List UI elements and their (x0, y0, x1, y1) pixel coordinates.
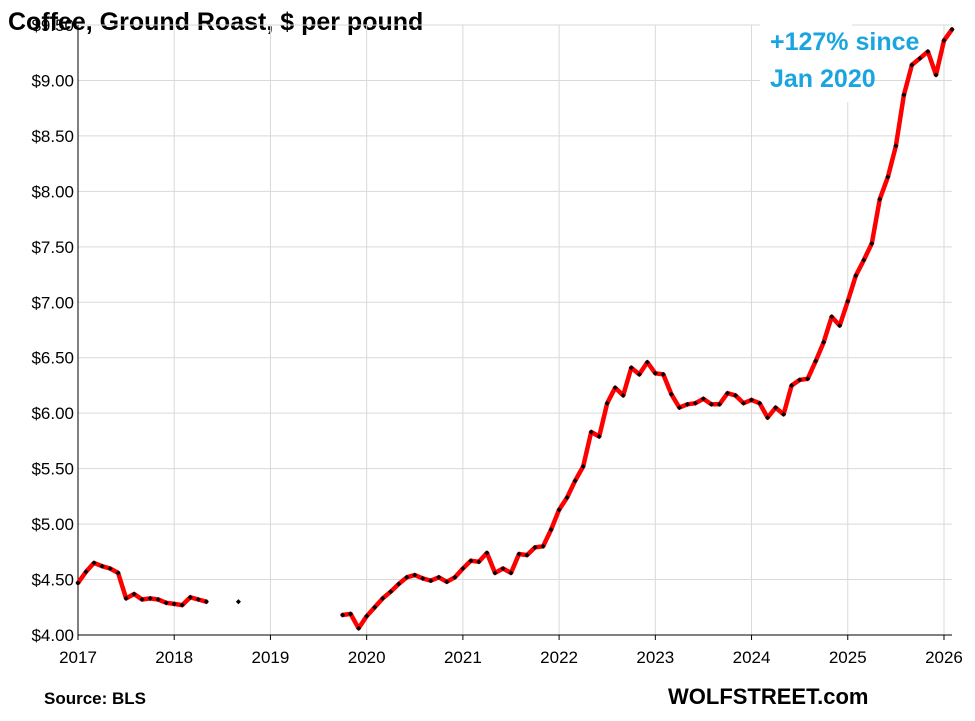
data-point (364, 613, 370, 619)
y-tick-label: $8.00 (31, 182, 74, 201)
data-point (548, 527, 554, 533)
data-point (356, 625, 362, 631)
y-axis-ticks: $4.00 $4.50 $5.00 $5.50 $6.00 $6.50 $7.00 $7.50… (31, 16, 79, 645)
data-point (716, 401, 723, 407)
data-point (372, 604, 378, 610)
data-point (420, 575, 426, 581)
annotation-line-2: Jan 2020 (770, 65, 876, 93)
x-tick-label: 2019 (252, 648, 290, 667)
y-tick-label: $9.50 (31, 16, 74, 35)
annotation-line-1: +127% since (770, 28, 920, 56)
data-point (115, 570, 121, 576)
data-point (564, 494, 570, 501)
annotation-background (760, 20, 852, 102)
x-tick-label: 2018 (155, 648, 193, 667)
data-point (781, 411, 787, 417)
x-tick-label: 2022 (540, 648, 578, 667)
data-point (797, 377, 803, 383)
x-tick-label: 2026 (925, 648, 963, 667)
brand-label: WOLFSTREET.com (668, 684, 868, 709)
data-series (75, 26, 955, 631)
data-point (524, 552, 530, 558)
data-point (676, 405, 682, 411)
data-point (572, 478, 578, 484)
data-point (516, 551, 522, 557)
data-point (748, 397, 755, 403)
data-point (484, 550, 490, 556)
data-point (580, 463, 586, 469)
data-point (620, 392, 626, 398)
x-tick-label: 2017 (59, 648, 97, 667)
data-point (123, 595, 129, 601)
chart-title: Coffee, Ground Roast, $ per pound (8, 8, 423, 36)
x-tick-label: 2024 (733, 648, 771, 667)
y-tick-label: $6.50 (31, 349, 74, 368)
data-point (805, 376, 811, 382)
y-tick-label: $9.00 (31, 71, 74, 90)
y-tick-label: $7.00 (31, 293, 74, 312)
data-point (660, 371, 666, 377)
data-point (692, 400, 698, 406)
annotation-box: +127% since Jan 2020 (760, 20, 920, 102)
data-point (492, 570, 498, 576)
y-tick-label: $5.50 (31, 460, 74, 479)
data-point (789, 382, 795, 389)
data-point (540, 543, 546, 549)
data-point (652, 370, 658, 376)
x-axis-ticks: 2017 2018 2019 2020 2021 2022 2023 2024 2025 2026 (59, 634, 963, 667)
x-tick-label: 2025 (829, 648, 867, 667)
data-point (340, 612, 346, 618)
y-tick-label: $5.00 (31, 515, 74, 534)
data-point (508, 570, 514, 576)
x-tick-label: 2020 (348, 648, 386, 667)
source-label: Source: BLS (44, 689, 146, 708)
data-point (396, 581, 402, 587)
data-point (732, 392, 739, 398)
data-point (596, 433, 602, 440)
data-point (588, 429, 594, 435)
y-tick-label: $7.50 (31, 238, 74, 257)
data-point (388, 589, 394, 595)
x-tick-label: 2021 (444, 648, 482, 667)
y-tick-label: $4.00 (31, 626, 74, 645)
x-tick-label: 2023 (636, 648, 674, 667)
y-tick-label: $8.50 (31, 127, 74, 146)
y-tick-label: $4.50 (31, 571, 74, 590)
data-point (636, 371, 642, 377)
y-tick-label: $6.00 (31, 404, 74, 423)
